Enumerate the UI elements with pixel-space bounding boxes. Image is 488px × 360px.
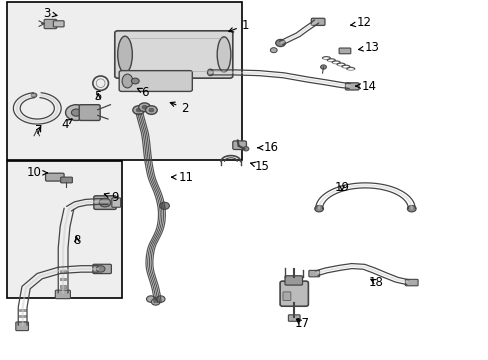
Circle shape [156,296,164,302]
Circle shape [407,206,415,212]
Circle shape [31,93,37,97]
FancyBboxPatch shape [45,173,64,181]
FancyBboxPatch shape [405,279,417,286]
Text: 10: 10 [26,166,47,179]
FancyBboxPatch shape [79,105,100,121]
Circle shape [131,78,139,84]
Circle shape [142,105,147,109]
FancyBboxPatch shape [288,315,300,321]
FancyBboxPatch shape [311,18,325,26]
Text: 9: 9 [104,191,118,204]
FancyBboxPatch shape [280,281,308,306]
FancyBboxPatch shape [115,31,232,78]
Text: 7: 7 [35,124,42,137]
Circle shape [314,206,323,212]
FancyBboxPatch shape [44,19,57,29]
Circle shape [149,108,154,112]
FancyBboxPatch shape [55,290,70,299]
Text: 13: 13 [358,41,379,54]
Circle shape [71,109,81,116]
FancyBboxPatch shape [53,21,64,27]
Text: 17: 17 [294,317,309,330]
Circle shape [146,296,155,302]
Circle shape [159,202,169,210]
Circle shape [65,105,87,121]
Bar [6,3,242,160]
Text: 14: 14 [355,80,376,93]
FancyBboxPatch shape [338,48,350,54]
Text: 19: 19 [334,181,349,194]
Text: 2: 2 [170,102,188,115]
Circle shape [136,108,141,112]
Text: 4: 4 [61,118,72,131]
Bar [60,285,66,288]
Text: 15: 15 [250,160,269,173]
FancyBboxPatch shape [285,276,302,285]
FancyBboxPatch shape [283,292,290,301]
Circle shape [243,147,248,151]
Bar [60,278,66,280]
Ellipse shape [122,74,133,88]
Text: 16: 16 [257,141,278,154]
FancyBboxPatch shape [16,322,28,330]
Bar [60,270,66,273]
Circle shape [270,48,277,53]
Circle shape [275,40,285,46]
Bar [19,321,25,323]
Bar [19,315,25,317]
FancyBboxPatch shape [308,270,319,277]
Circle shape [145,106,157,114]
Circle shape [320,65,326,69]
Circle shape [133,106,144,114]
Text: 18: 18 [368,276,383,289]
Ellipse shape [207,69,213,76]
FancyBboxPatch shape [119,71,192,91]
Circle shape [99,198,111,207]
Ellipse shape [217,37,230,72]
FancyBboxPatch shape [93,264,111,274]
FancyBboxPatch shape [345,83,358,90]
Text: 1: 1 [228,19,249,32]
Text: 3: 3 [43,7,57,20]
Bar [19,309,25,311]
Circle shape [151,299,160,305]
Ellipse shape [118,36,132,73]
Bar [6,161,122,298]
Text: 6: 6 [137,86,148,99]
Circle shape [139,103,150,112]
Text: 5: 5 [94,90,102,103]
Text: 8: 8 [73,234,81,247]
FancyBboxPatch shape [232,141,246,149]
Circle shape [96,266,105,272]
FancyBboxPatch shape [61,177,72,183]
Text: 11: 11 [171,171,193,184]
FancyBboxPatch shape [112,198,121,207]
Text: 12: 12 [350,17,371,30]
FancyBboxPatch shape [94,196,116,210]
